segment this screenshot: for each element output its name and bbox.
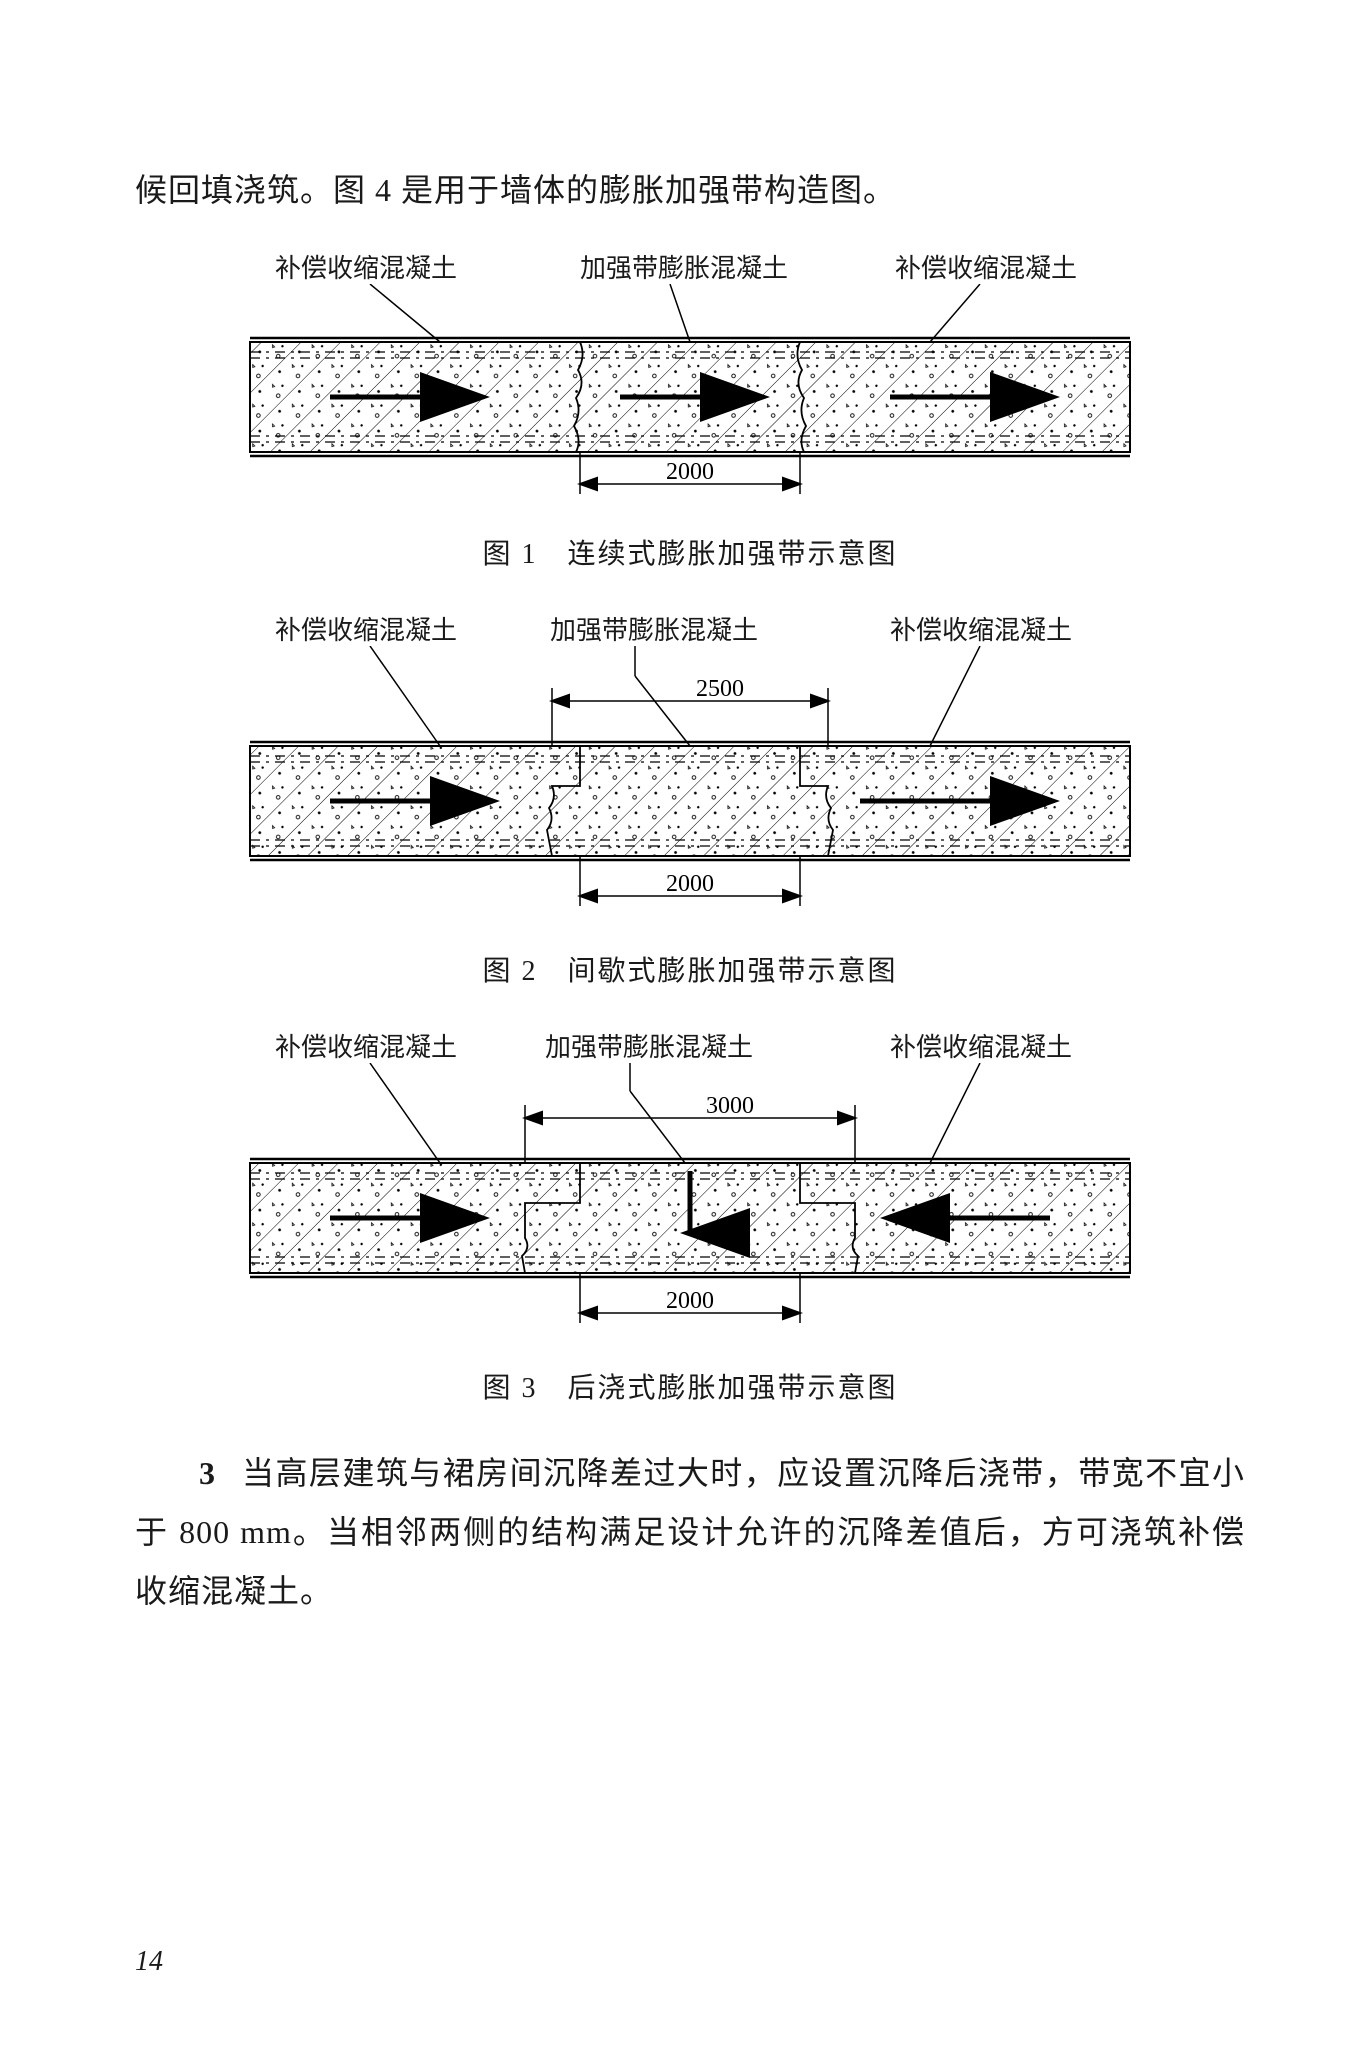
fig2-label-center: 加强带膨胀混凝土 [550,610,758,647]
fig2-caption: 图 2 间歇式膨胀加强带示意图 [135,949,1245,989]
fig1-label-center: 加强带膨胀混凝土 [580,248,788,285]
svg-text:2000: 2000 [666,871,714,897]
figure-2: 补偿收缩混凝土 加强带膨胀混凝土 补偿收缩混凝土 2500 [135,610,1245,989]
fig1-svg: 2000 [240,284,1140,514]
svg-text:2000: 2000 [666,1288,714,1314]
fig2-label-right: 补偿收缩混凝土 [890,610,1072,647]
para-3-text: 当高层建筑与裙房间沉降差过大时，应设置沉降后浇带，带宽不宜小于 800 mm。当… [135,1455,1245,1609]
figure-1: 补偿收缩混凝土 加强带膨胀混凝土 补偿收缩混凝土 [135,248,1245,572]
fig2-label-left: 补偿收缩混凝土 [275,610,457,647]
fig3-svg: 3000 2000 [240,1063,1140,1348]
svg-text:3000: 3000 [706,1093,754,1119]
fig3-label-right: 补偿收缩混凝土 [890,1027,1072,1064]
fig3-label-center: 加强带膨胀混凝土 [545,1027,753,1064]
para-3-number: 3 [199,1455,216,1491]
intro-paragraph: 候回填浇筑。图 4 是用于墙体的膨胀加强带构造图。 [135,162,1245,220]
svg-text:2000: 2000 [666,459,714,485]
svg-text:2500: 2500 [696,676,744,702]
fig2-svg: 2500 2000 [240,646,1140,931]
paragraph-3: 3当高层建筑与裙房间沉降差过大时，应设置沉降后浇带，带宽不宜小于 800 mm。… [135,1444,1245,1622]
fig1-caption: 图 1 连续式膨胀加强带示意图 [135,532,1245,572]
fig3-label-left: 补偿收缩混凝土 [275,1027,457,1064]
document-page: 候回填浇筑。图 4 是用于墙体的膨胀加强带构造图。 补偿收缩混凝土 加强带膨胀混… [0,0,1365,2048]
fig1-label-left: 补偿收缩混凝土 [275,248,457,285]
figure-3: 补偿收缩混凝土 加强带膨胀混凝土 补偿收缩混凝土 3000 [135,1027,1245,1406]
fig3-caption: 图 3 后浇式膨胀加强带示意图 [135,1366,1245,1406]
fig1-label-right: 补偿收缩混凝土 [895,248,1077,285]
page-number: 14 [135,1946,163,1978]
